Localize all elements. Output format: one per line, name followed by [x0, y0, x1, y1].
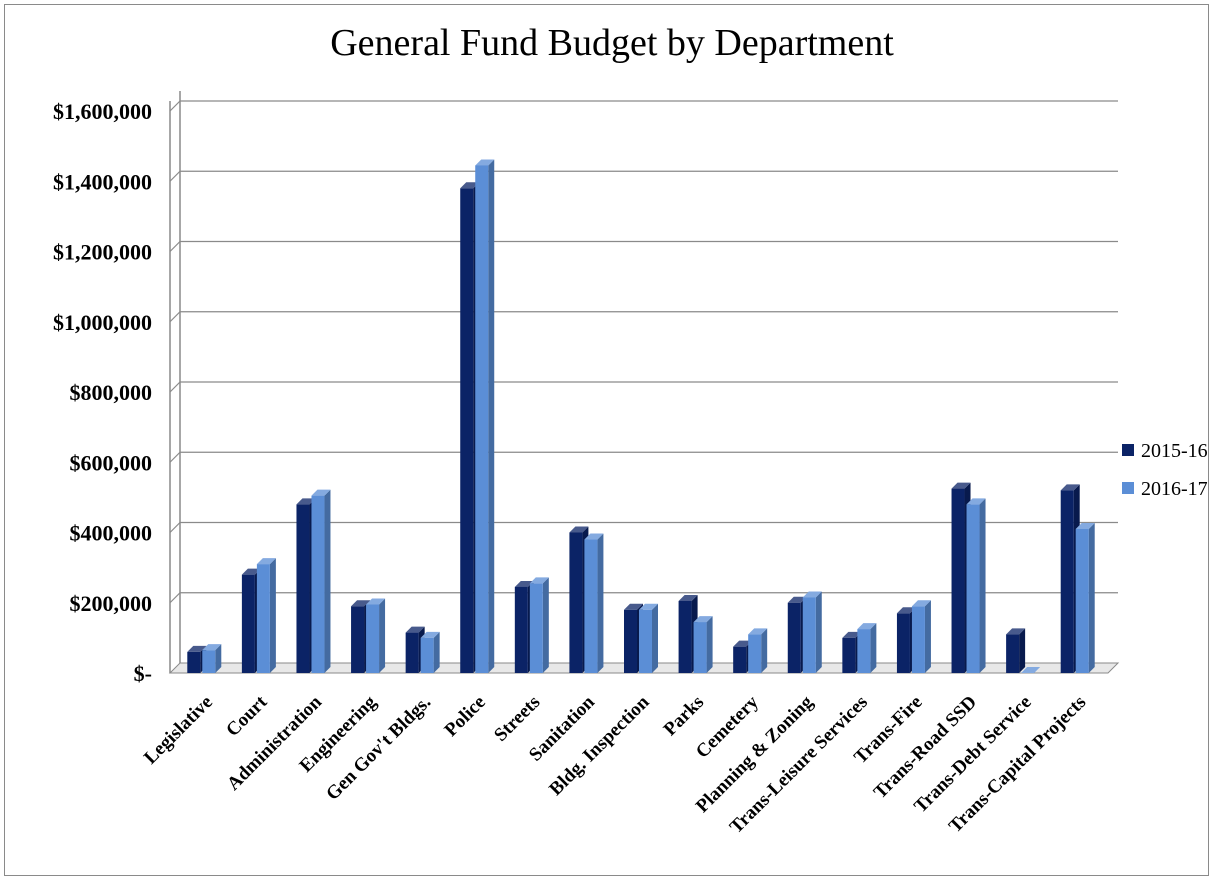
- bar: [202, 644, 222, 673]
- x-tick-label: Legislative: [140, 692, 217, 769]
- x-tick-label: Police: [441, 692, 490, 741]
- y-tick-label: $400,000: [70, 521, 153, 546]
- chart-frame: General Fund Budget by Department $- $200…: [4, 4, 1209, 876]
- gridline-depth: [169, 100, 181, 112]
- x-tick-label: Court: [222, 691, 272, 741]
- bar: [311, 489, 331, 673]
- bar: [1006, 628, 1026, 673]
- legend-swatch: [1122, 444, 1134, 456]
- y-tick-label: $600,000: [70, 450, 153, 475]
- x-tick-label: Bldg. Inspection: [545, 691, 653, 799]
- bar: [529, 577, 549, 673]
- x-tick-label: Gen Gov't Bldgs.: [322, 692, 435, 805]
- y-tick-label: $1,400,000: [53, 169, 152, 194]
- legend-label: 2015-16: [1141, 440, 1208, 462]
- y-tick-label: $1,600,000: [53, 99, 152, 124]
- bar: [693, 616, 713, 673]
- y-tick-label: $200,000: [70, 591, 153, 616]
- bar: [966, 498, 986, 673]
- bar: [639, 603, 658, 673]
- bars: [187, 159, 1095, 674]
- gridline-depth: [169, 381, 181, 393]
- bar: [256, 558, 276, 673]
- gridlines: [169, 100, 1118, 604]
- bar: [475, 159, 495, 674]
- bar: [857, 623, 877, 673]
- bar: [584, 533, 604, 673]
- gridline-depth: [169, 592, 181, 604]
- legend-label: 2016-17: [1141, 478, 1208, 500]
- y-axis: $- $200,000 $400,000 $600,000 $800,000 $1,000…: [53, 99, 152, 686]
- x-tick-label: Parks: [660, 692, 708, 740]
- bar: [911, 600, 931, 673]
- bar: [802, 591, 822, 673]
- bar: [420, 631, 440, 673]
- gridline-depth: [169, 522, 181, 533]
- gridline-depth: [169, 241, 181, 252]
- x-tick-label: Administration: [223, 691, 326, 794]
- bar: [748, 628, 768, 673]
- chart-title: General Fund Budget by Department: [330, 22, 894, 64]
- bar-chart: General Fund Budget by Department $- $200…: [53, 22, 1208, 838]
- y-tick-label: $1,200,000: [53, 240, 152, 265]
- legend: 2015-16 2016-17: [1122, 440, 1208, 500]
- x-axis: Legislative CourtAdministrationEngineerin…: [140, 691, 1090, 838]
- gridline-depth: [169, 451, 181, 463]
- bar: [896, 607, 916, 673]
- bar: [1021, 667, 1041, 673]
- y-tick-label: $-: [134, 661, 152, 686]
- bar: [366, 598, 386, 673]
- bar: [1075, 522, 1095, 673]
- gridline-depth: [169, 170, 181, 182]
- x-tick-label: Streets: [490, 692, 544, 746]
- y-tick-label: $1,000,000: [53, 310, 152, 335]
- legend-swatch: [1122, 482, 1134, 494]
- gridline-depth: [169, 311, 181, 323]
- y-tick-label: $800,000: [70, 380, 153, 405]
